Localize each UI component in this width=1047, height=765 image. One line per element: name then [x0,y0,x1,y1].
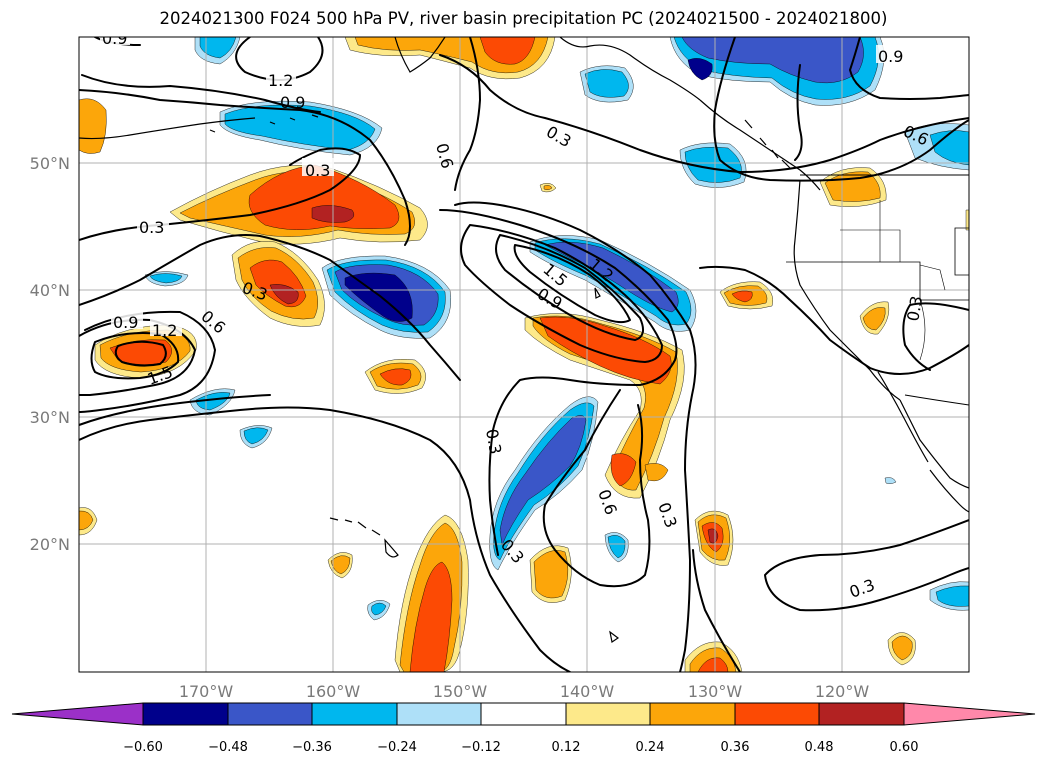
colorbar-tick-label: −0.36 [292,740,332,755]
map-title: 2024021300 F024 500 hPa PV, river basin … [159,9,888,28]
colorbar-bin [565,702,651,726]
contour-label: 1.2 [152,321,177,340]
lon-tick-label: 130°W [688,682,743,701]
lat-tick-label: 20°N [30,535,70,554]
colorbar-tick-label: −0.60 [123,740,163,755]
map-panel: 0.9 1.2 0.9 0.3 0.3 0.3 0.9 1.2 1.5 0.6 … [79,29,969,672]
colorbar-tick-label: 0.48 [805,740,834,755]
lat-tick-label: 30°N [30,408,70,427]
colorbar-tick-label: −0.24 [377,740,417,755]
colorbar-bin [480,702,567,726]
colorbar-tick-label: −0.12 [461,740,501,755]
colorbar-tick-label: 0.60 [890,740,919,755]
colorbar-bin [142,702,229,726]
contour-label: 0.3 [903,294,926,322]
lon-tick-label: 120°W [815,682,870,701]
contour-label: 0.3 [139,218,164,237]
latitude-axis: 50°N 40°N 30°N 20°N [30,154,70,554]
coastlines [79,37,969,643]
colorbar-bin [734,702,820,726]
colorbar-tick-label: 0.12 [552,740,581,755]
colorbar-tick-label: −0.48 [208,740,248,755]
colorbar [11,702,1036,726]
lon-tick-label: 170°W [179,682,234,701]
colorbar-tick-label: 0.36 [721,740,750,755]
contour-label: 0.9 [102,29,127,48]
colorbar-bin [311,702,398,726]
lon-tick-label: 150°W [433,682,488,701]
longitude-axis: 170°W 160°W 150°W 140°W 130°W 120°W [179,682,870,701]
contour-label: 0.9 [878,47,903,66]
contour-label: 0.9 [113,313,138,332]
colorbar-bin [818,702,905,726]
plot-frame [78,36,970,673]
contour-label: 0.3 [482,427,505,455]
lon-tick-label: 140°W [560,682,615,701]
lat-tick-label: 50°N [30,154,70,173]
colorbar-bin [227,702,313,726]
colorbar-labels: −0.60 −0.48 −0.36 −0.24 −0.12 0.12 0.24 … [123,740,918,755]
colorbar-bin [649,702,736,726]
colorbar-extend-low [11,702,144,726]
colorbar-tick-label: 0.24 [636,740,665,755]
lon-tick-label: 160°W [306,682,361,701]
lat-tick-label: 40°N [30,281,70,300]
contour-label: 1.2 [268,71,293,90]
contour-label: 0.9 [280,93,305,112]
colorbar-extend-high [903,702,1036,726]
colorbar-bin [396,702,482,726]
contour-label: 0.3 [305,161,330,180]
